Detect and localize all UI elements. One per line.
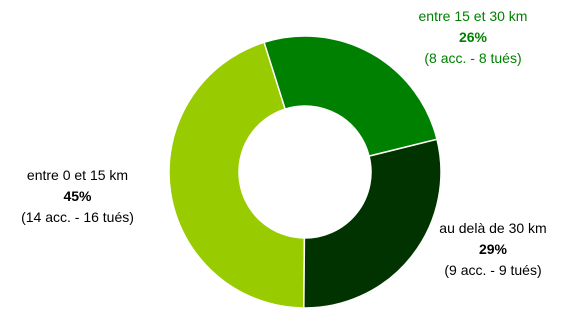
donut-slice-1 [263, 35, 438, 158]
slice-percent: 26% [458, 29, 488, 45]
slice-label-text: entre 0 et 15 km [26, 167, 129, 183]
donut-slice-0 [168, 41, 306, 309]
slice-label-beyond-30km: au delà de 30 km 29% (9 acc. - 9 tués) [418, 218, 568, 281]
slice-percent: 29% [478, 241, 508, 257]
slice-label-15-30km: entre 15 et 30 km 26% (8 acc. - 8 tués) [388, 6, 558, 69]
slice-label-text: entre 15 et 30 km [418, 8, 528, 24]
slice-detail: (14 acc. - 16 tués) [21, 209, 134, 225]
donut-slice-2 [303, 138, 442, 309]
slice-detail: (8 acc. - 8 tués) [424, 50, 522, 66]
slice-detail: (9 acc. - 9 tués) [444, 262, 542, 278]
slice-percent: 45% [63, 188, 92, 204]
slice-label-text: au delà de 30 km [439, 220, 547, 236]
slice-label-0-15km: entre 0 et 15 km 45% (14 acc. - 16 tués) [0, 165, 155, 228]
